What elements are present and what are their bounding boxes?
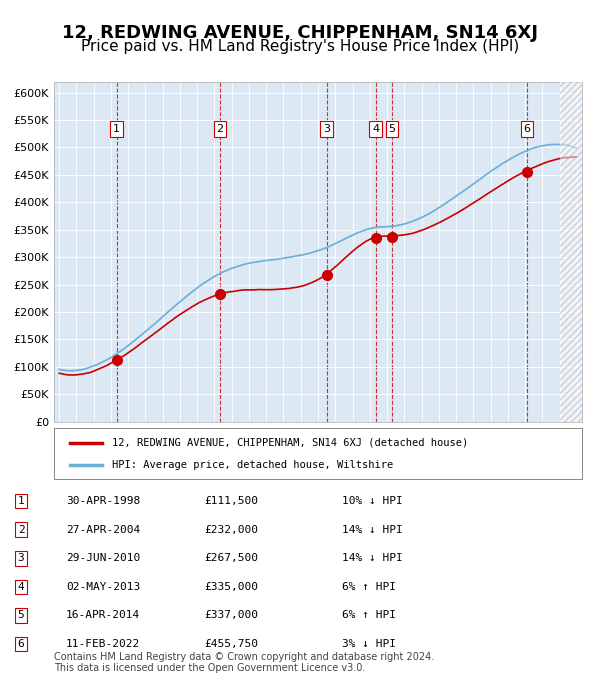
Text: 6: 6 [523, 124, 530, 134]
Text: Price paid vs. HM Land Registry's House Price Index (HPI): Price paid vs. HM Land Registry's House … [81, 39, 519, 54]
Text: 12, REDWING AVENUE, CHIPPENHAM, SN14 6XJ: 12, REDWING AVENUE, CHIPPENHAM, SN14 6XJ [62, 24, 538, 41]
Text: 1: 1 [113, 124, 120, 134]
Text: 3: 3 [17, 554, 25, 563]
Text: 3% ↓ HPI: 3% ↓ HPI [342, 639, 396, 649]
Text: 3: 3 [323, 124, 330, 134]
Text: 6% ↑ HPI: 6% ↑ HPI [342, 611, 396, 620]
Text: 1: 1 [17, 496, 25, 506]
Text: 2: 2 [217, 124, 224, 134]
Text: 16-APR-2014: 16-APR-2014 [66, 611, 140, 620]
Text: 6% ↑ HPI: 6% ↑ HPI [342, 582, 396, 592]
Text: 14% ↓ HPI: 14% ↓ HPI [342, 525, 403, 534]
Text: 4: 4 [372, 124, 379, 134]
Text: HPI: Average price, detached house, Wiltshire: HPI: Average price, detached house, Wilt… [112, 460, 394, 470]
Text: £111,500: £111,500 [204, 496, 258, 506]
Text: 11-FEB-2022: 11-FEB-2022 [66, 639, 140, 649]
Text: £267,500: £267,500 [204, 554, 258, 563]
Text: £335,000: £335,000 [204, 582, 258, 592]
Text: 5: 5 [17, 611, 25, 620]
Text: £337,000: £337,000 [204, 611, 258, 620]
Text: 29-JUN-2010: 29-JUN-2010 [66, 554, 140, 563]
Text: £232,000: £232,000 [204, 525, 258, 534]
Text: 10% ↓ HPI: 10% ↓ HPI [342, 496, 403, 506]
Text: 5: 5 [389, 124, 395, 134]
Text: 6: 6 [17, 639, 25, 649]
Text: 12, REDWING AVENUE, CHIPPENHAM, SN14 6XJ (detached house): 12, REDWING AVENUE, CHIPPENHAM, SN14 6XJ… [112, 438, 469, 447]
Text: 2: 2 [17, 525, 25, 534]
Text: 4: 4 [17, 582, 25, 592]
Text: 14% ↓ HPI: 14% ↓ HPI [342, 554, 403, 563]
Text: £455,750: £455,750 [204, 639, 258, 649]
Text: 27-APR-2004: 27-APR-2004 [66, 525, 140, 534]
Text: 02-MAY-2013: 02-MAY-2013 [66, 582, 140, 592]
Text: Contains HM Land Registry data © Crown copyright and database right 2024.
This d: Contains HM Land Registry data © Crown c… [54, 651, 434, 673]
Text: 30-APR-1998: 30-APR-1998 [66, 496, 140, 506]
